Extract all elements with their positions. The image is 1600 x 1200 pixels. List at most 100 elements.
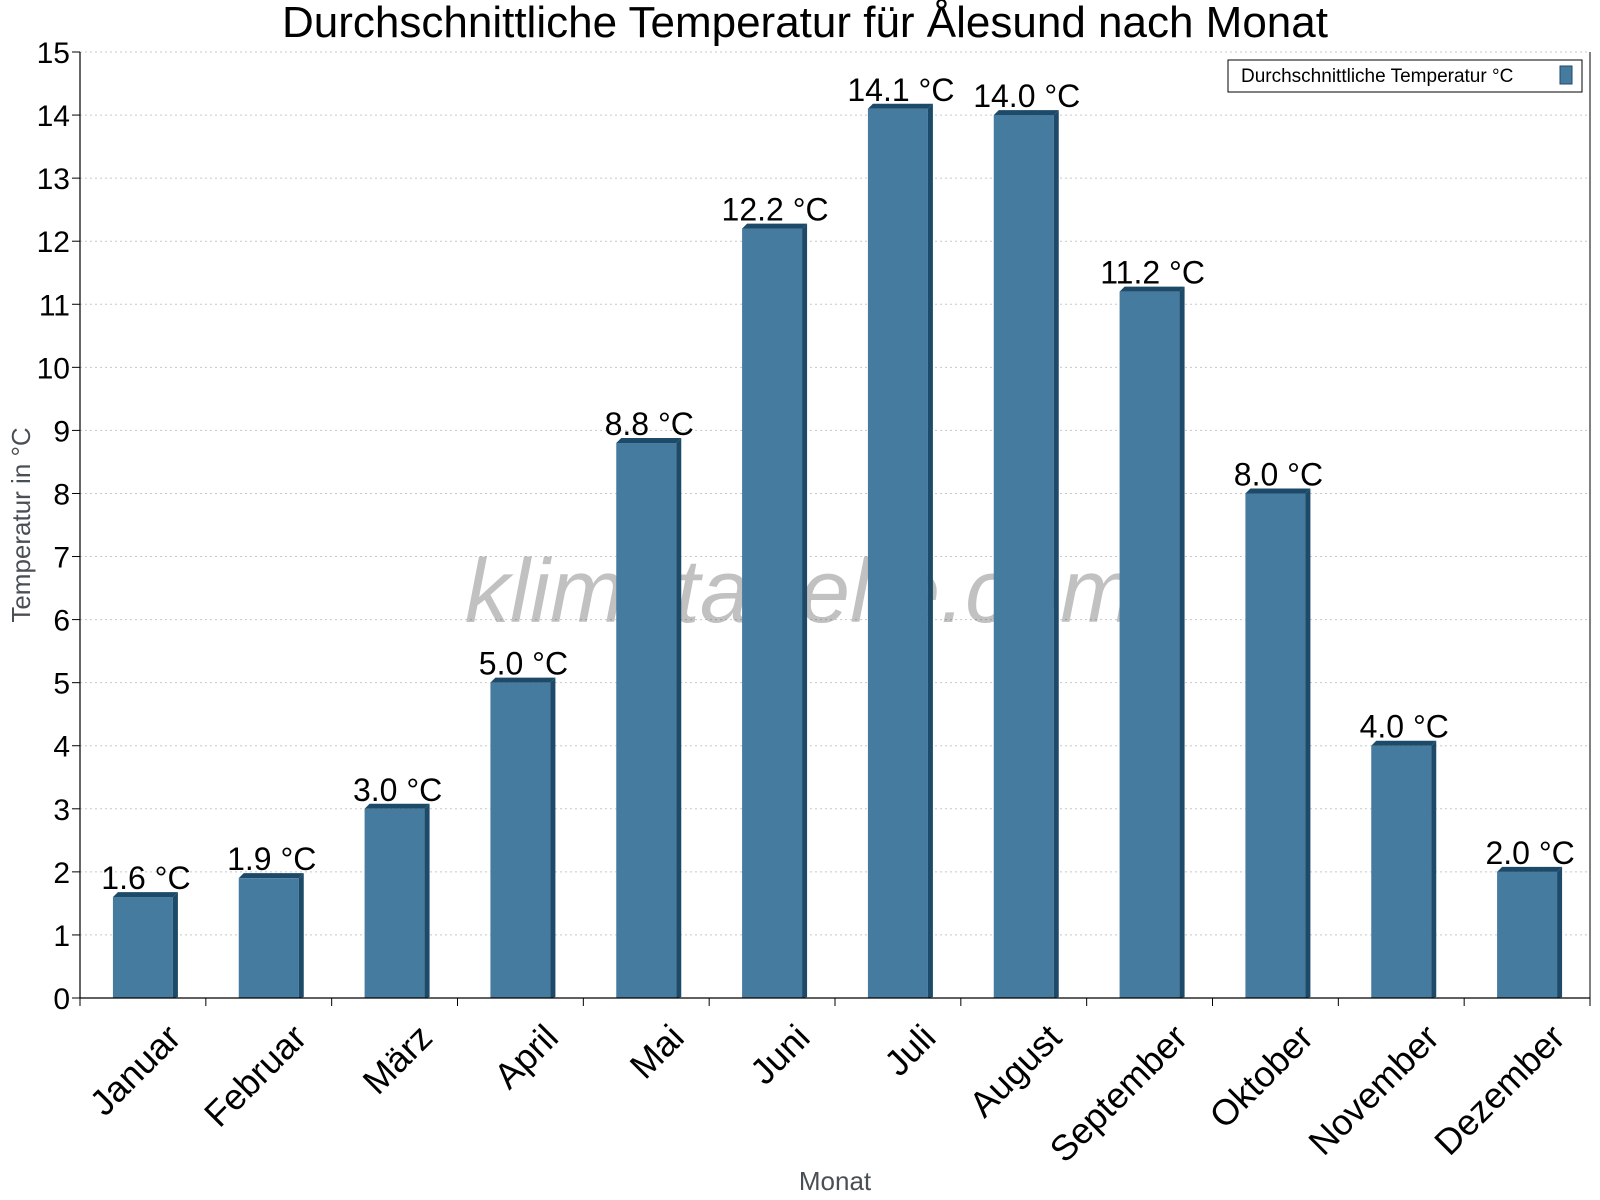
y-tick-label: 15: [37, 37, 70, 70]
legend-box: [1227, 59, 1583, 93]
bars: [112, 103, 1563, 999]
bar-9: [1119, 286, 1185, 998]
bar-top: [742, 223, 808, 229]
bar-6: [742, 223, 808, 998]
bar-10: [1245, 488, 1311, 998]
bar-side: [298, 873, 304, 998]
bar-top: [993, 110, 1059, 116]
bar-face: [742, 228, 803, 998]
data-label: 5.0 °C: [479, 646, 568, 682]
y-tick-label: 3: [53, 794, 70, 827]
bar-face: [993, 115, 1054, 999]
data-label: 14.1 °C: [847, 72, 954, 108]
x-axis-ticks: Januar Februar März April Mai Juni Juli AugustS…: [79, 998, 1591, 1170]
y-tick-label: 9: [53, 415, 70, 448]
x-tick-label: März: [354, 1016, 440, 1102]
y-tick-label: 14: [37, 100, 70, 133]
bar-face: [238, 878, 299, 998]
y-axis-label: Temperatur in °C: [6, 427, 36, 622]
x-tick-label: April: [486, 1016, 566, 1096]
data-label: 4.0 °C: [1360, 709, 1449, 745]
x-tick-label: Januar: [82, 1016, 189, 1123]
bar-side: [676, 438, 682, 999]
bar-top: [238, 873, 304, 879]
bar-face: [1371, 745, 1432, 998]
legend-label: Durchschnittliche Temperatur °C: [1241, 66, 1513, 87]
x-tick-label: Juli: [876, 1016, 943, 1083]
bar-top: [112, 892, 178, 898]
data-label: 1.6 °C: [101, 860, 190, 896]
bar-top: [867, 103, 933, 109]
bar-side: [802, 223, 808, 998]
data-label: 8.8 °C: [605, 406, 694, 442]
bar-side: [1179, 286, 1185, 998]
bar-top: [1371, 740, 1437, 746]
bar-2: [238, 873, 304, 998]
data-label: 12.2 °C: [722, 192, 829, 228]
grid-lines: [80, 51, 1590, 936]
x-tick-label: Mai: [622, 1016, 692, 1086]
bar-11: [1371, 740, 1437, 998]
bar-side: [927, 103, 933, 998]
y-tick-label: 5: [53, 668, 70, 701]
legend-swatch: [1559, 65, 1573, 85]
bar-face: [616, 443, 677, 999]
x-tick-label: Dezember: [1426, 1016, 1572, 1162]
bar-side: [550, 677, 556, 998]
x-tick-label: Februar: [196, 1016, 314, 1134]
bar-face: [1497, 871, 1558, 998]
data-label: 2.0 °C: [1485, 835, 1574, 871]
y-tick-label: 8: [53, 478, 70, 511]
y-tick-label: 11: [39, 289, 70, 322]
bar-face: [364, 808, 425, 998]
bar-top: [1119, 286, 1185, 292]
bar-5: [616, 438, 682, 999]
bar-4: [490, 677, 556, 998]
bar-top: [616, 438, 682, 444]
y-tick-label: 13: [37, 163, 70, 196]
y-tick-label: 0: [53, 983, 70, 1016]
bar-7: [867, 103, 933, 998]
data-label: 11.2 °C: [1100, 255, 1205, 291]
x-tick-label: Oktober: [1201, 1016, 1321, 1136]
y-tick-label: 10: [37, 352, 70, 385]
bar-side: [1557, 866, 1563, 998]
bar-1: [112, 892, 178, 998]
data-label: 1.9 °C: [227, 841, 316, 877]
bar-3: [364, 803, 430, 998]
x-tick-label: August: [961, 1016, 1069, 1124]
bar-top: [490, 677, 556, 683]
data-labels: 1.6 °C 1.9 °C 3.0 °C 5.0 °C 8.8 °C 12.2 °C 14.…: [101, 72, 1574, 896]
y-tick-label: 12: [37, 226, 70, 259]
bar-side: [1431, 740, 1437, 998]
bar-side: [172, 892, 178, 998]
bar-top: [364, 803, 430, 809]
data-label: 8.0 °C: [1234, 456, 1323, 492]
bar-face: [1119, 291, 1180, 998]
bar-side: [1053, 110, 1059, 999]
data-label: 3.0 °C: [353, 772, 442, 808]
bar-side: [1305, 488, 1311, 998]
bar-8: [993, 110, 1059, 999]
bar-top: [1497, 866, 1563, 872]
y-tick-label: 7: [53, 542, 70, 575]
legend: Durchschnittliche Temperatur °C: [1227, 59, 1583, 93]
bar-face: [1245, 493, 1306, 998]
bar-face: [867, 108, 928, 998]
bar-side: [424, 803, 430, 998]
bar-top: [1245, 488, 1311, 494]
x-tick-label: September: [1042, 1016, 1196, 1170]
x-tick-label: Juni: [742, 1016, 818, 1092]
bar-12: [1497, 866, 1563, 998]
y-tick-label: 6: [53, 605, 70, 638]
bar-face: [112, 897, 173, 998]
data-label: 14.0 °C: [973, 78, 1080, 114]
x-axis-label: Monat: [799, 1166, 872, 1196]
chart-title: Durchschnittliche Temperatur für Ålesund…: [282, 0, 1328, 47]
y-tick-label: 2: [53, 857, 70, 890]
x-tick-label: November: [1300, 1016, 1446, 1162]
y-tick-label: 1: [53, 920, 70, 953]
y-tick-label: 4: [53, 731, 70, 764]
